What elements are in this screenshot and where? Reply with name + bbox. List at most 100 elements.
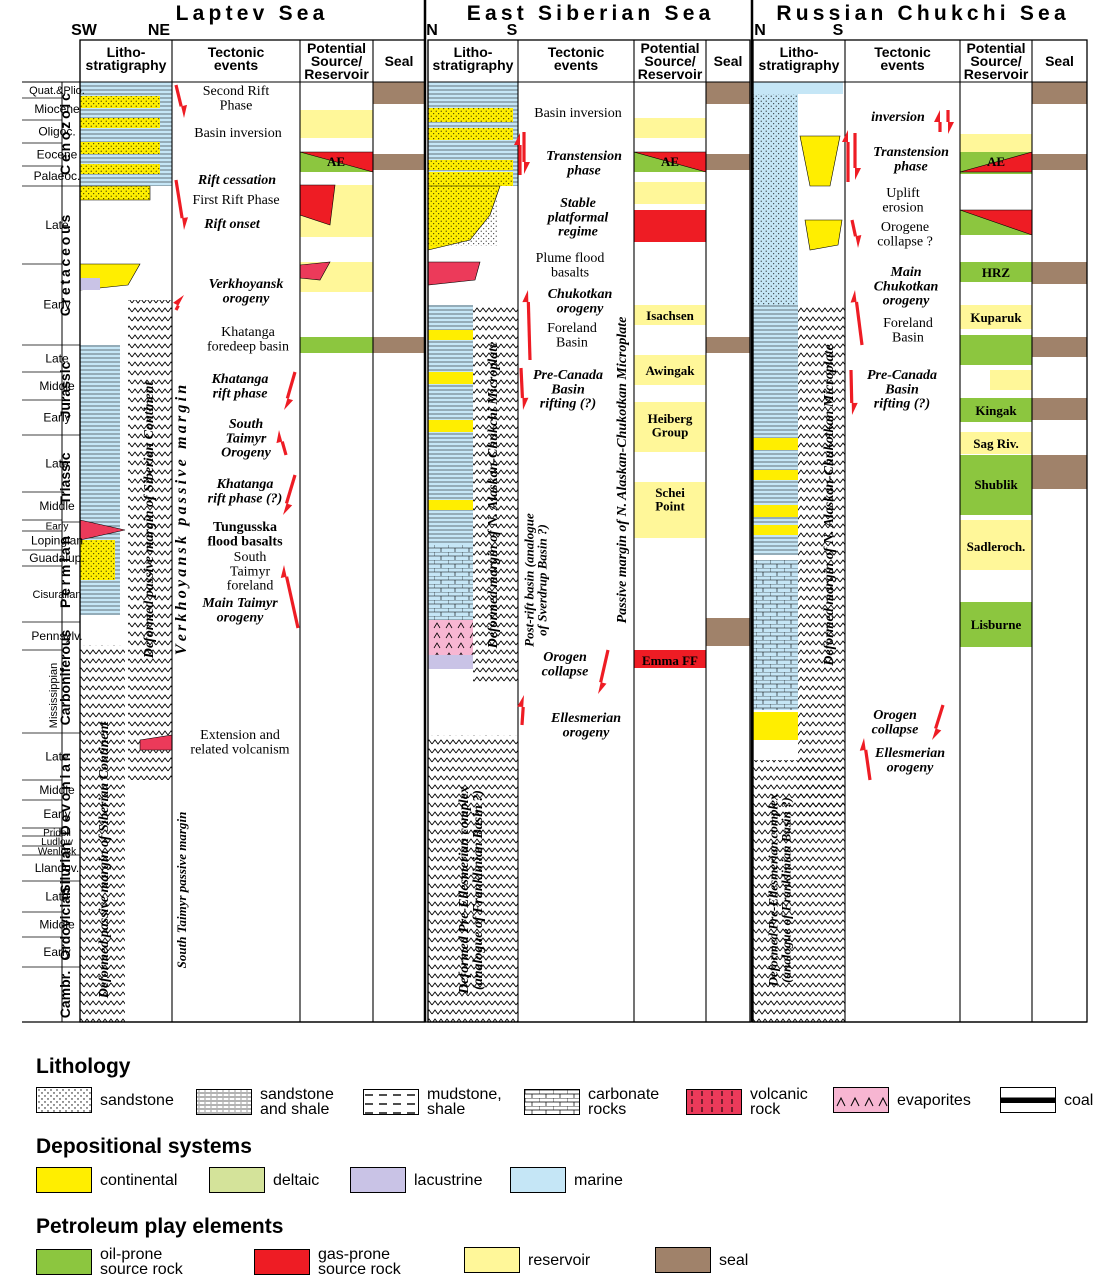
es-tectonic-2: Stable platformal regime	[547, 196, 609, 240]
legend-petroleum-2-item: reservoir	[464, 1247, 590, 1273]
ch-tectonic-7: Orogen collapse	[872, 708, 919, 737]
play-element-30	[960, 432, 1032, 454]
epoch-label-3: Eocene	[37, 148, 78, 162]
header-seal-7: Seal	[714, 53, 743, 69]
legend-lithology-5-swatch	[833, 1087, 889, 1113]
era-label-4: P e r m i a n	[57, 536, 73, 608]
header-potential-10: Potential Source/Reservoir	[964, 40, 1029, 82]
play-element-32	[960, 520, 1032, 570]
era-label-1: C r e t a c e o u s	[57, 215, 73, 317]
es-sand-dots-2	[428, 160, 513, 170]
era-label-9: Cambr.	[57, 971, 73, 1018]
ch-potential-label-4: Sag Riv.	[973, 436, 1019, 451]
play-element-16	[634, 520, 706, 538]
play-element-27	[960, 335, 1032, 365]
play-element-19	[706, 154, 750, 170]
tectonic-arrow-3	[285, 371, 297, 399]
es-tectonic-6: Pre-Canada Basin rifting (?)	[533, 368, 603, 412]
play-element-12	[634, 305, 706, 325]
legend-depositional-0-swatch	[36, 1167, 92, 1193]
legend-depositional-3-swatch	[510, 1167, 566, 1193]
tectonic-arrow-0	[174, 84, 183, 107]
es-permian-carbonate	[428, 545, 473, 620]
epoch-label-1: Miocene	[34, 102, 80, 116]
ch-potential-label-7: Lisburne	[971, 617, 1022, 632]
laptev-vertical-0: Deformed passive margin of Siberian Cont…	[97, 721, 112, 1000]
tectonic-arrow-10-head	[522, 397, 529, 410]
tectonic-arrow-2	[174, 304, 180, 311]
epoch-label-13: Lopingian	[31, 534, 83, 548]
legend-depositional-1-item: deltaic	[209, 1167, 319, 1193]
legend-petroleum-0-item: oil-prone source rock	[36, 1246, 183, 1278]
tectonic-arrow-19-head	[851, 402, 858, 415]
legend-lithology-6-label: coal	[1064, 1091, 1094, 1109]
legend-petroleum-0-label: oil-prone source rock	[100, 1246, 183, 1278]
legend-depositional-3-item: marine	[510, 1167, 623, 1193]
epoch-label-18: Late	[45, 750, 69, 764]
epoch-label-9: Early	[43, 411, 70, 425]
ch-tectonic-5: Foreland Basin	[883, 316, 933, 345]
legend-petroleum-3-item: seal	[655, 1247, 748, 1273]
laptev-lacustrine	[80, 278, 100, 290]
epoch-label-4: Palaeoc.	[34, 169, 81, 183]
es-potential-label-4: Schei Point	[655, 485, 685, 513]
es-evaporites-pattern	[428, 620, 473, 655]
laptev-tectonic-10: Tungusska flood basalts	[207, 520, 283, 549]
tectonic-arrow-4	[280, 441, 288, 456]
play-element-15	[634, 482, 706, 520]
legend-lithology-4-swatch	[686, 1089, 742, 1115]
legend-petroleum-1-label: gas-prone source rock	[318, 1246, 401, 1278]
ch-jt-sand-2	[753, 505, 798, 517]
legend-lithology-6-swatch	[1000, 1087, 1056, 1113]
ch-potential-label-5: Shublik	[974, 477, 1018, 492]
ch-tectonic-0: inversion	[871, 110, 925, 125]
epoch-label-14: Guadalup.	[29, 551, 84, 565]
header-potential-6: Potential Source/Reservoir	[638, 40, 703, 82]
play-element-11	[634, 210, 706, 242]
legend-lithology-6-item: coal	[1000, 1087, 1093, 1113]
ch-upper-dots	[753, 94, 798, 344]
ch-pre-ellesmerian	[753, 760, 845, 1022]
es-potential-label-3: Heiberg Group	[648, 411, 693, 439]
laptev-permian-dots	[80, 540, 115, 580]
laptev-sand-dots-0	[80, 96, 160, 108]
laptev-tectonic-13: Extension and related volcanism	[190, 728, 289, 757]
epoch-label-21: Pridoli	[43, 828, 71, 839]
laptev-tectonic-4: Rift onset	[203, 217, 261, 232]
tectonic-arrow-17	[850, 219, 858, 237]
tectonic-arrow-12-head	[517, 695, 524, 707]
ch-tectonic-6: Pre-Canada Basin rifting (?)	[867, 368, 937, 412]
es-tectonic-3: Plume flood basalts	[536, 251, 605, 280]
es-potential-label-1: Isachsen	[646, 308, 694, 323]
direction-s-es: S	[507, 22, 518, 39]
era-label-2: Jurassic	[57, 361, 73, 418]
tectonic-arrow-11-head	[598, 682, 607, 694]
play-element-35	[1032, 154, 1087, 170]
laptev-tectonic-3: First Rift Phase	[192, 193, 279, 208]
es-microplate-deformed	[473, 305, 518, 685]
play-element-31	[960, 455, 1032, 515]
legend-lithology-1-item: sandstone and shale	[196, 1087, 334, 1118]
epoch-label-22: Ludlow	[41, 837, 73, 848]
legend-lithology-3-item: carbonate rocks	[524, 1087, 659, 1118]
legend-depositional-2-swatch	[350, 1167, 406, 1193]
es-tectonic-5: Foreland Basin	[547, 321, 597, 350]
epoch-label-11: Middle	[39, 499, 75, 513]
laptev-tectonic-0: Second Rift Phase	[203, 84, 270, 113]
legend-lithology-title: Lithology	[36, 1055, 131, 1078]
epoch-label-20: Early	[43, 807, 70, 821]
laptev-vertical-3: South Taimyr passive margin	[174, 812, 189, 969]
ch-miss-sand	[753, 712, 798, 740]
legend-lithology-3-swatch	[524, 1089, 580, 1115]
epoch-label-26: Middle	[39, 918, 75, 932]
era-label-8: Ordovician	[57, 887, 73, 960]
play-element-8	[634, 118, 706, 138]
legend-depositional-0-item: continental	[36, 1167, 177, 1193]
tectonic-arrow-6	[285, 576, 300, 629]
es-jt-sand-1	[428, 372, 473, 384]
play-element-4	[300, 337, 373, 353]
play-element-29	[960, 398, 1032, 422]
era-label-5: Carboniferous	[57, 629, 73, 725]
legend-depositional-2-item: lacustrine	[350, 1167, 482, 1193]
legend-depositional-0-label: continental	[100, 1171, 178, 1189]
